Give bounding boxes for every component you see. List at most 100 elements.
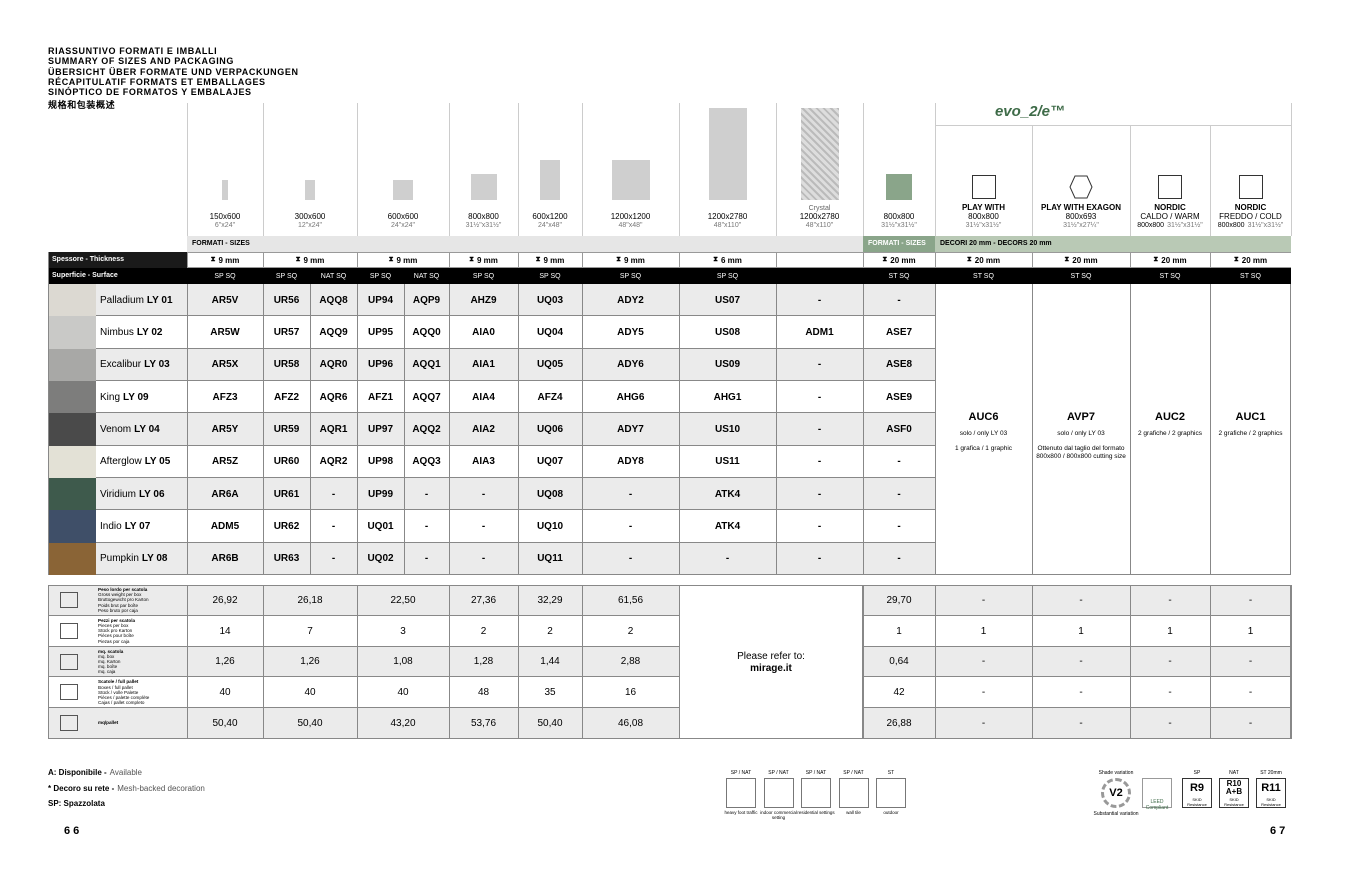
surface-cell: ST SQ [973, 272, 994, 280]
pack-border [582, 585, 583, 616]
product-code-cell: UQ11 [537, 553, 563, 565]
product-code-cell: - [897, 521, 901, 533]
decor-name: NORDIC [1154, 202, 1186, 212]
decor-inch: 31½"x27¼" [1063, 221, 1099, 229]
note-bold: SP: Spazzolata [48, 799, 105, 808]
cell-border [518, 413, 519, 446]
pack-border [263, 708, 264, 739]
cell-border [357, 413, 358, 446]
pack-value: - [1168, 687, 1172, 699]
format-inch: 12"x24" [297, 222, 323, 229]
product-code-cell: AR5V [211, 294, 239, 306]
format-swatch [611, 160, 650, 200]
cell-border [404, 348, 405, 382]
pack-value: - [981, 656, 986, 668]
thickness-icon: ⧗ [1233, 256, 1239, 263]
col-border [449, 103, 450, 236]
cell-border [582, 284, 583, 317]
decors-bar: DECORI 20 mm - DECORS 20 mm [935, 236, 1291, 252]
surface-label: Superficie - Surface [52, 272, 118, 279]
pack-value: 27,36 [470, 594, 497, 606]
pack-border [357, 615, 358, 647]
product-code-cell: - [817, 391, 822, 403]
pack-label: Gross weight per box [98, 592, 142, 598]
pack-value: - [1168, 594, 1172, 606]
pack-border [263, 646, 264, 678]
surface-cell: NAT SQ [413, 272, 440, 280]
pack-value: 1,26 [215, 656, 235, 668]
product-code-cell: - [481, 488, 486, 500]
product-code-cell: ATK4 [714, 521, 741, 533]
pack-value: 50,40 [297, 718, 323, 730]
decor-size-line: 800x800 31½"x31½" [1130, 220, 1210, 230]
thickness-border [187, 252, 188, 268]
col-border [776, 103, 777, 236]
format-swatch [708, 108, 747, 200]
product-code-cell: US08 [714, 327, 740, 339]
cell-border [863, 381, 864, 414]
product-code: LY 08 [141, 553, 168, 565]
cell-border [263, 381, 264, 414]
product-code-cell: ADY8 [617, 456, 644, 468]
format-size: 600x600 [387, 211, 419, 221]
cell-border [357, 381, 358, 414]
thickness-border [449, 252, 450, 268]
product-name-text: Venom [100, 424, 132, 436]
pack-border [1291, 677, 1292, 709]
decor-inch: 31½"x31½" [1167, 221, 1203, 229]
pack-value: 29,70 [886, 594, 912, 606]
product-name-text: Afterglow [100, 456, 142, 468]
thickness-label: Spessore - Thickness [48, 252, 187, 268]
pack-label: Poids brut par boîte [98, 602, 139, 608]
pack-border [1291, 646, 1292, 678]
decor-note: Ottenuto dal taglio del formato 800x800 … [1036, 445, 1126, 460]
product-row [48, 413, 935, 446]
product-row [48, 381, 935, 414]
note-bold: * Decoro su rete - [48, 783, 115, 793]
pack-border [518, 615, 519, 647]
pack-border [263, 677, 264, 709]
product-code-cell: - [628, 553, 633, 565]
product-code-cell: AQQ9 [319, 327, 348, 339]
icon-box [763, 778, 794, 808]
note-text: Available [109, 768, 142, 777]
product-name-text: Pumpkin [100, 553, 139, 565]
surface-cell: SP SQ [539, 272, 561, 280]
cell-border [518, 381, 519, 414]
cell-border [263, 284, 264, 317]
pack-border [1291, 708, 1292, 739]
product-swatch [48, 381, 96, 414]
cell-border [310, 478, 311, 511]
cell-border [582, 413, 583, 446]
pack-border [518, 646, 519, 678]
product-code-cell: ADM5 [210, 521, 240, 533]
pack-value: 1,26 [300, 656, 320, 668]
pack-label: Bruttogewicht pro Karton [98, 597, 149, 603]
cell-border [404, 445, 405, 479]
pack-value: - [1168, 718, 1172, 730]
col-border [1210, 125, 1211, 236]
product-code: LY 02 [136, 327, 163, 339]
surface-cell: SP SQ [619, 272, 642, 280]
pack-value: - [1079, 594, 1083, 606]
surface-row [48, 268, 1291, 284]
product-code-cell: - [725, 553, 730, 565]
decor-size-line: 800x800 31½"x31½" [1210, 220, 1291, 230]
title-line: RÉCAPITULATIF FORMATS ET EMBALLAGES [48, 76, 266, 87]
title-line: 规格和包装概述 [48, 99, 116, 110]
product-code-cell: AQR0 [319, 359, 348, 371]
cell-border [863, 445, 864, 479]
product-code-cell: UR60 [273, 456, 300, 468]
product-code-cell: ADY7 [617, 424, 644, 436]
thickness-value: 9 mm [303, 255, 325, 265]
col-border [263, 103, 264, 236]
footer-note: A: Disponibile - Available [48, 768, 298, 780]
pack-label: Piezas por caja [98, 638, 130, 644]
pack-border [1130, 646, 1131, 678]
cell-border [449, 413, 450, 446]
cell-border [263, 316, 264, 349]
pack-border [582, 708, 583, 739]
product-code-cell: ADM1 [805, 327, 834, 339]
cell-border [863, 413, 864, 446]
